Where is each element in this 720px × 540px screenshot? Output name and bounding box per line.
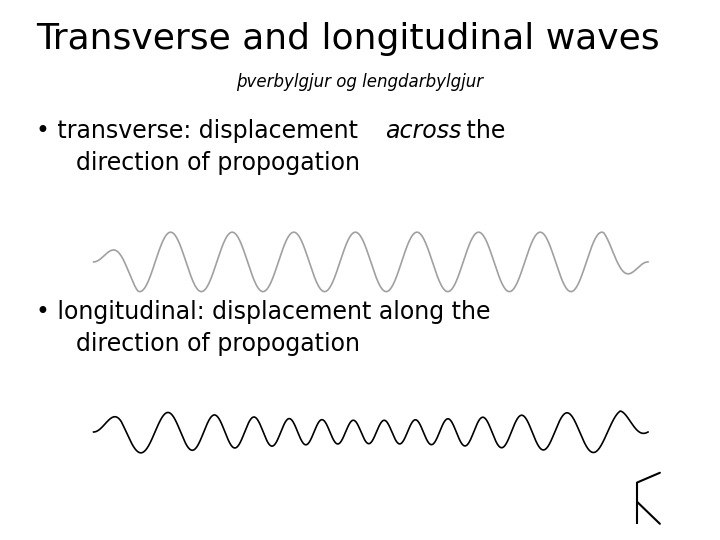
Text: • longitudinal: displacement along the: • longitudinal: displacement along the [36,300,490,323]
Text: Transverse and longitudinal waves: Transverse and longitudinal waves [36,22,660,56]
Text: • transverse: displacement: • transverse: displacement [36,119,366,143]
Text: across: across [385,119,462,143]
Text: þverbylgjur og lengdarbylgjur: þverbylgjur og lengdarbylgjur [236,73,484,91]
Text: direction of propogation: direction of propogation [76,332,359,356]
Text: direction of propogation: direction of propogation [76,151,359,175]
Text: the: the [459,119,505,143]
